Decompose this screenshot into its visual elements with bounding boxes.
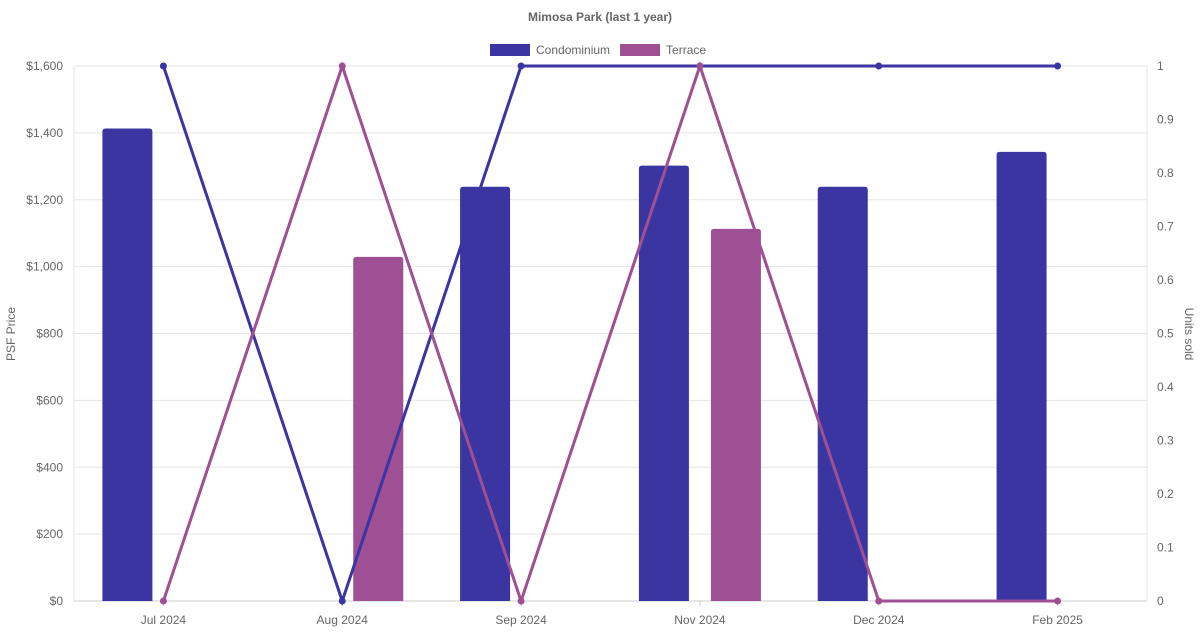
axes: $0 $200 $400 $600 $800 $1,000 $1,200 $1,400 $1,6… bbox=[26, 59, 1174, 627]
point-condominium-units bbox=[517, 62, 525, 70]
x-tick-label: Nov 2024 bbox=[674, 613, 726, 627]
y-tick-label: $0 bbox=[50, 594, 64, 608]
y2-tick-label: 0 bbox=[1157, 594, 1164, 608]
y2-tick-label: 0.3 bbox=[1157, 434, 1174, 448]
x-tick-label: Feb 2025 bbox=[1032, 613, 1083, 627]
point-terrace-units bbox=[1054, 597, 1062, 605]
bars bbox=[102, 128, 1047, 602]
legend-swatch-condominium bbox=[490, 44, 530, 56]
bar-condominium bbox=[638, 165, 689, 602]
point-condominium-units bbox=[338, 597, 346, 605]
y2-tick-label: 1 bbox=[1157, 59, 1164, 73]
point-condominium-units bbox=[1054, 62, 1062, 70]
x-tick-label: Sep 2024 bbox=[495, 613, 547, 627]
point-condominium-units bbox=[875, 62, 883, 70]
y-tick-label: $1,400 bbox=[26, 126, 63, 140]
y-tick-label: $1,200 bbox=[26, 193, 63, 207]
bar-condominium bbox=[102, 128, 153, 601]
point-terrace-units bbox=[517, 597, 525, 605]
y2-tick-label: 0.5 bbox=[1157, 327, 1174, 341]
y2-tick-label: 0.8 bbox=[1157, 166, 1174, 180]
y-tick-label: $200 bbox=[36, 527, 63, 541]
y2-tick-label: 0.6 bbox=[1157, 273, 1174, 287]
y2-tick-label: 0.2 bbox=[1157, 487, 1174, 501]
x-tick-label: Jul 2024 bbox=[141, 613, 187, 627]
bar-terrace bbox=[710, 228, 761, 601]
y-tick-label: $800 bbox=[36, 327, 63, 341]
point-condominium-units bbox=[159, 62, 167, 70]
point-terrace-units bbox=[159, 597, 167, 605]
y2-tick-label: 0.4 bbox=[1157, 380, 1174, 394]
point-terrace-units bbox=[875, 597, 883, 605]
y2-tick-label: 0.7 bbox=[1157, 220, 1174, 234]
y-tick-label: $400 bbox=[36, 460, 63, 474]
y2-tick-label: 0.9 bbox=[1157, 113, 1174, 127]
bar-condominium bbox=[817, 186, 868, 601]
y-axis-label: PSF Price bbox=[4, 307, 18, 361]
y-tick-label: $1,000 bbox=[26, 260, 63, 274]
x-tick-label: Aug 2024 bbox=[317, 613, 369, 627]
chart-title: Mimosa Park (last 1 year) bbox=[528, 10, 672, 24]
lines bbox=[159, 61, 1062, 606]
y-tick-label: $600 bbox=[36, 393, 63, 407]
line-terrace-units bbox=[161, 61, 1058, 606]
y2-axis-label: Units sold bbox=[1182, 308, 1196, 361]
point-terrace-units bbox=[338, 62, 346, 70]
y-tick-label: $1,600 bbox=[26, 59, 63, 73]
point-terrace-units bbox=[696, 62, 704, 70]
legend-label-terrace: Terrace bbox=[666, 43, 706, 57]
bar-condominium bbox=[460, 186, 511, 601]
legend: Condominium Terrace bbox=[490, 43, 706, 57]
bar-terrace bbox=[353, 256, 404, 601]
y2-tick-label: 0.1 bbox=[1157, 541, 1174, 555]
legend-label-condominium: Condominium bbox=[536, 43, 610, 57]
bar-condominium bbox=[996, 151, 1047, 601]
legend-swatch-terrace bbox=[620, 44, 661, 56]
line-condominium-units bbox=[161, 64, 1058, 606]
x-tick-label: Dec 2024 bbox=[853, 613, 905, 627]
